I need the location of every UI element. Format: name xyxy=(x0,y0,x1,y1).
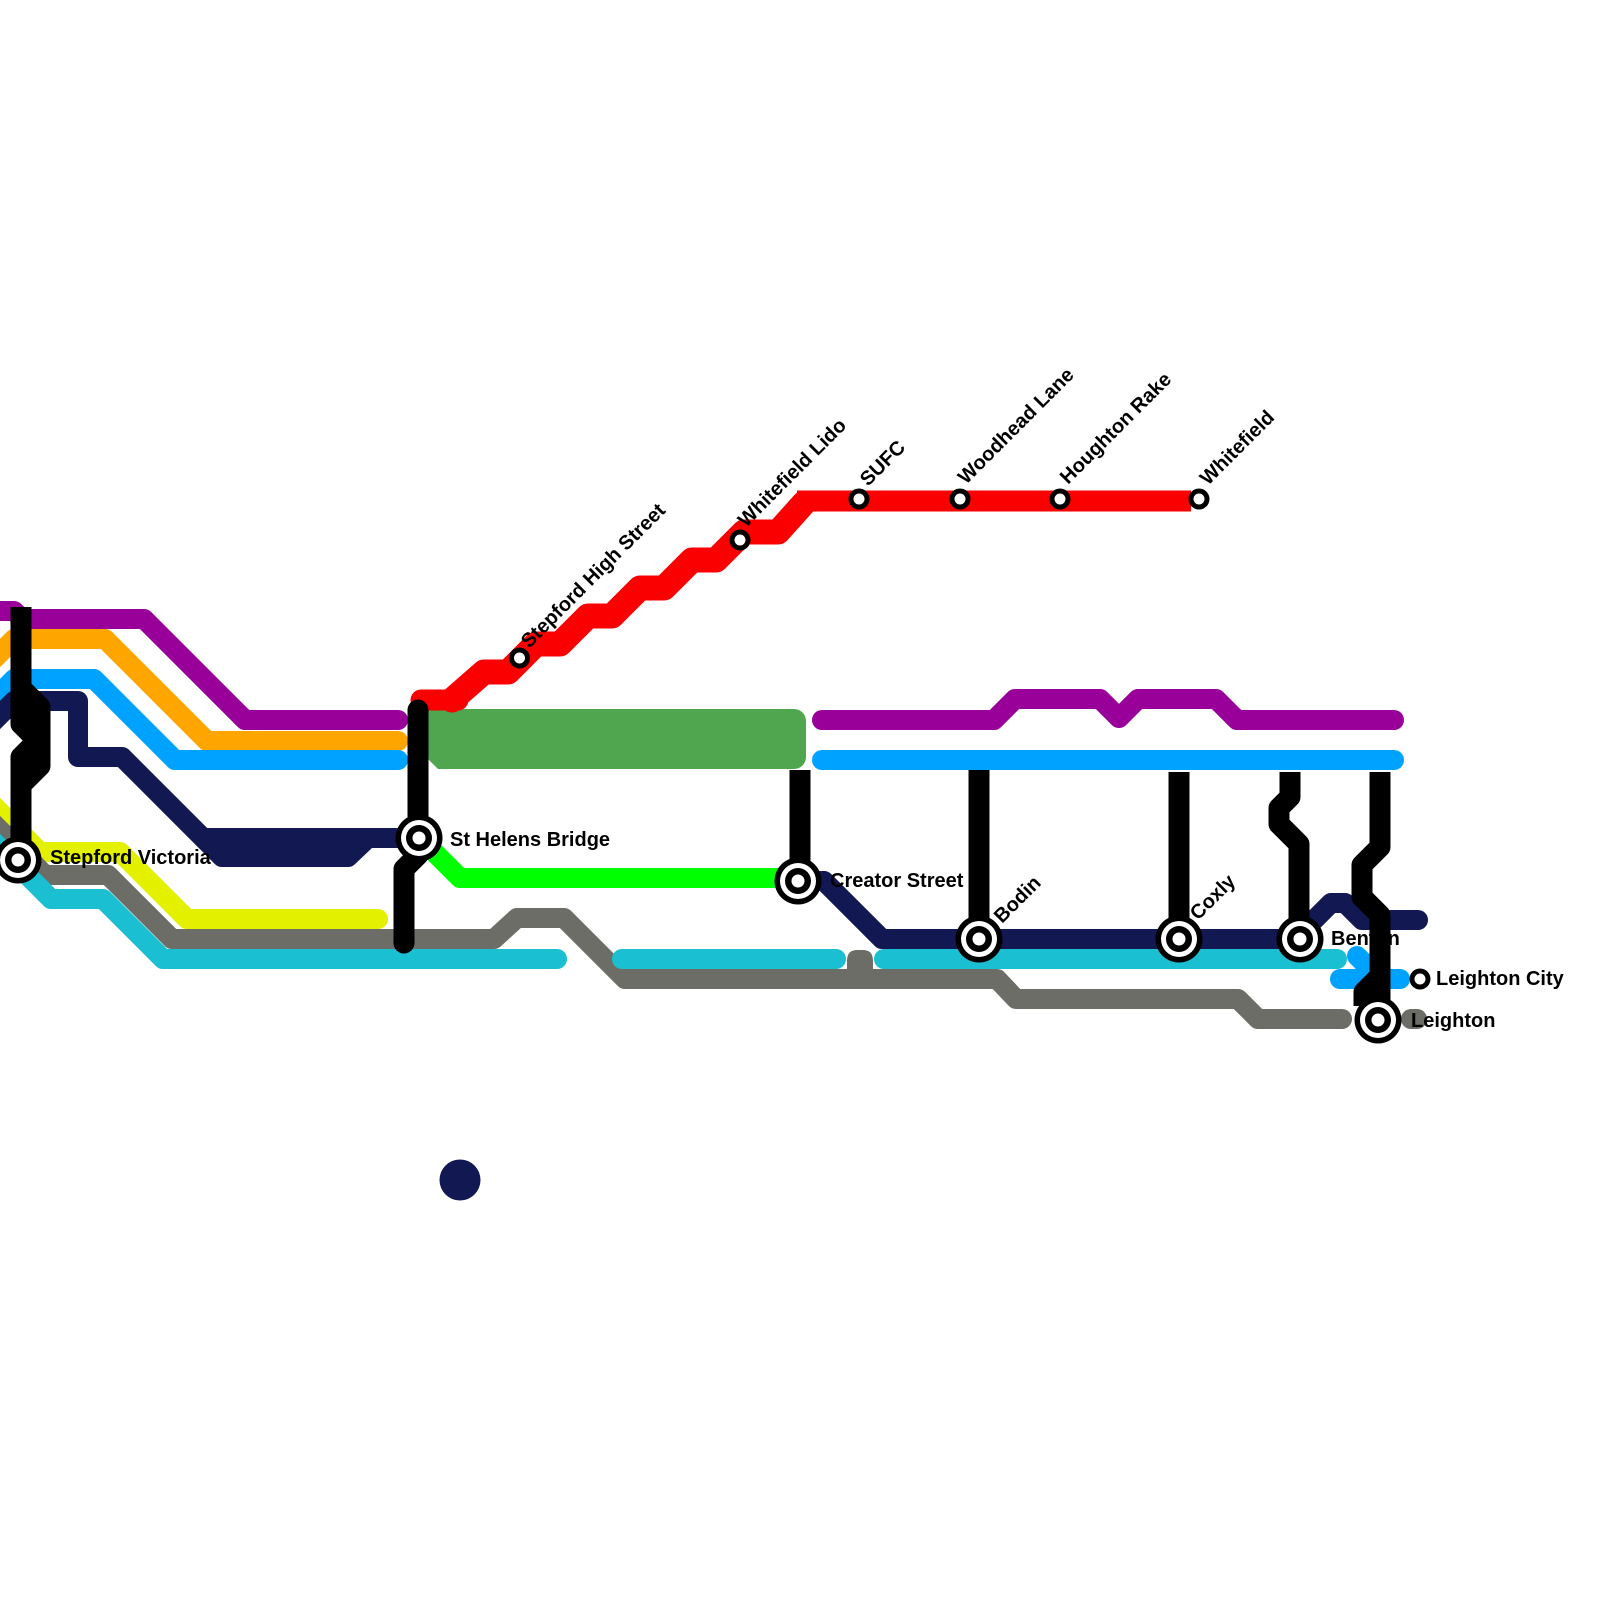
svg-text:Creator Street: Creator Street xyxy=(830,870,964,892)
svg-text:Leighton: Leighton xyxy=(1411,1010,1495,1032)
svg-text:Stepford Victoria: Stepford Victoria xyxy=(50,847,212,869)
svg-text:Leighton City: Leighton City xyxy=(1436,968,1565,990)
svg-text:St Helens Bridge: St Helens Bridge xyxy=(450,829,610,851)
